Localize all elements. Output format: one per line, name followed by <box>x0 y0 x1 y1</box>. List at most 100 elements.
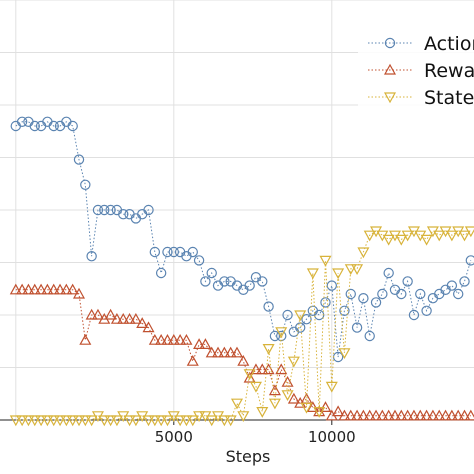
data-point <box>301 314 312 325</box>
data-point <box>104 308 117 320</box>
x-tick-label: 10000 <box>308 428 356 446</box>
data-point <box>263 301 274 312</box>
data-point <box>383 63 397 75</box>
data-point <box>110 312 123 324</box>
data-point <box>276 330 287 342</box>
data-point <box>118 208 129 220</box>
data-point <box>351 409 364 421</box>
data-point <box>401 409 414 421</box>
data-point <box>67 120 78 132</box>
data-point <box>85 415 98 427</box>
data-point <box>384 37 396 49</box>
data-point <box>206 267 217 279</box>
data-point <box>464 409 474 421</box>
data-point <box>85 308 98 320</box>
data-point <box>219 276 230 287</box>
data-point <box>149 246 161 258</box>
data-point <box>420 409 433 421</box>
data-point <box>382 234 395 246</box>
data-point <box>129 415 142 427</box>
data-point <box>9 283 22 295</box>
data-point <box>294 310 307 322</box>
data-point <box>282 309 293 321</box>
data-point <box>161 333 174 345</box>
legend-item-reward: Reward <box>368 60 474 82</box>
data-point <box>199 338 212 349</box>
data-point <box>243 371 256 383</box>
data-point <box>395 234 408 246</box>
data-point <box>123 312 136 324</box>
data-point <box>193 411 206 423</box>
data-point <box>86 251 97 262</box>
data-point <box>218 415 231 427</box>
data-point <box>224 415 237 427</box>
series-line <box>15 289 471 417</box>
data-point <box>224 346 237 358</box>
data-point <box>48 120 59 132</box>
data-point <box>98 415 111 427</box>
data-point <box>155 415 168 427</box>
data-point <box>434 288 445 300</box>
data-point <box>29 120 40 132</box>
data-point <box>306 268 319 280</box>
data-point <box>395 409 408 421</box>
data-point <box>54 415 67 427</box>
data-point <box>319 255 332 267</box>
series-line <box>15 121 472 358</box>
series-line <box>15 230 472 421</box>
data-point <box>168 246 179 258</box>
data-point <box>238 284 249 295</box>
data-point <box>22 415 35 427</box>
data-point <box>426 409 439 421</box>
data-point <box>445 409 458 421</box>
legend-label: Action <box>424 33 474 55</box>
data-point <box>287 392 300 404</box>
data-point <box>16 116 28 128</box>
data-point <box>161 415 174 427</box>
data-point <box>332 405 345 417</box>
data-point <box>187 246 198 258</box>
data-point <box>205 346 218 358</box>
data-point <box>200 276 211 287</box>
data-point <box>382 409 395 421</box>
data-point <box>458 230 471 242</box>
data-point <box>383 267 394 279</box>
data-point <box>66 415 79 427</box>
data-point <box>313 407 326 418</box>
data-point <box>262 344 275 355</box>
data-point <box>79 333 92 345</box>
data-point <box>155 267 167 279</box>
data-point <box>414 409 427 421</box>
data-point <box>370 409 383 421</box>
data-point <box>54 283 67 295</box>
data-point <box>300 402 313 414</box>
data-point <box>464 226 474 238</box>
legend-item-action: Action <box>368 33 474 55</box>
data-point <box>186 354 199 366</box>
data-point <box>326 280 337 291</box>
data-point <box>47 415 60 427</box>
data-point <box>123 415 136 427</box>
data-point <box>167 333 180 345</box>
data-point <box>338 409 351 421</box>
x-axis-label: Steps <box>226 447 271 466</box>
data-point <box>148 415 161 427</box>
data-point <box>458 409 471 421</box>
data-point <box>262 363 275 375</box>
data-point <box>268 384 281 396</box>
data-point <box>383 92 397 104</box>
x-axis-ticks: 5000 10000 <box>155 420 356 446</box>
data-point <box>295 322 306 333</box>
data-point <box>73 154 85 165</box>
data-point <box>243 369 256 381</box>
data-point <box>357 409 370 421</box>
data-point <box>452 409 465 421</box>
data-point <box>92 204 104 216</box>
data-point <box>396 288 407 300</box>
legend-label: State <box>424 87 474 109</box>
data-point <box>41 415 54 427</box>
data-point <box>345 288 356 300</box>
data-point <box>445 230 458 242</box>
data-point <box>439 409 452 421</box>
